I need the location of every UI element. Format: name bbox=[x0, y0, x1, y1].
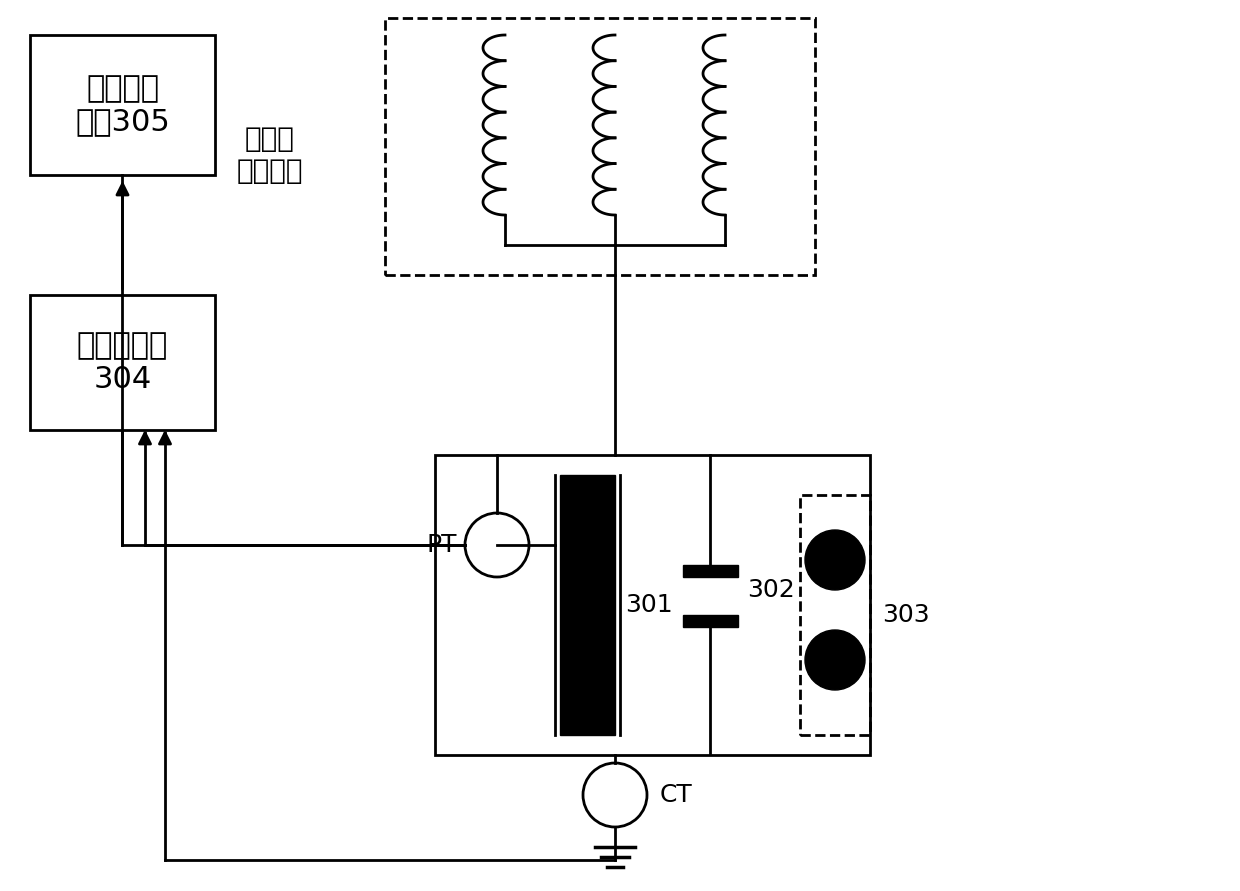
Text: 301: 301 bbox=[625, 593, 672, 617]
Bar bbox=[435, 455, 870, 755]
Circle shape bbox=[805, 530, 866, 590]
Text: CT: CT bbox=[660, 783, 693, 807]
Bar bbox=[682, 565, 738, 577]
Text: 变唸器
高压绕组: 变唸器 高压绕组 bbox=[237, 125, 304, 185]
Text: 数字监控器
304: 数字监控器 304 bbox=[77, 331, 169, 394]
Bar bbox=[30, 35, 215, 175]
Bar bbox=[30, 295, 215, 430]
Bar bbox=[800, 495, 870, 735]
Text: PT: PT bbox=[427, 533, 458, 557]
Text: 303: 303 bbox=[882, 603, 930, 627]
Text: 302: 302 bbox=[748, 578, 795, 602]
Text: 远程监控
系统305: 远程监控 系统305 bbox=[76, 74, 170, 136]
Circle shape bbox=[805, 630, 866, 690]
Bar bbox=[682, 615, 738, 627]
Bar bbox=[560, 475, 615, 735]
Bar bbox=[384, 18, 815, 275]
